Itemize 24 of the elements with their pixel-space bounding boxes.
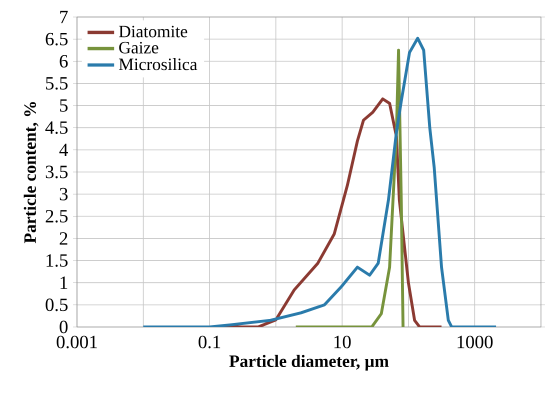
x-tick-label: 1000 [458,336,493,348]
y-tick-label: 1.5 [46,254,68,267]
y-tick-label: 1 [60,276,68,289]
y-tick-label: 4.5 [45,121,68,134]
y-tick-label: 5.5 [46,77,68,90]
y-tick-label: 2.5 [46,210,68,223]
y-tick-label: 0.5 [46,298,68,312]
x-tick-label: 10 [334,336,351,348]
y-tick-label: 2 [60,232,68,245]
y-tick-label: 0 [60,320,68,334]
x-axis-title: Particle diameter, µm [229,354,389,371]
legend-label: Diatomite [118,26,188,38]
x-tick-label: 0.001 [56,336,97,348]
y-tick-label: 6.5 [46,32,68,46]
y-tick-label: 4 [59,144,68,156]
y-tick-label: 7 [60,10,68,24]
legend-label: Gaize [119,42,158,54]
y-tick-label: 5 [60,99,68,112]
y-tick-label: 6 [60,55,68,68]
x-tick-label: 0.1 [198,336,220,348]
legend-label: Microsilica [118,58,198,70]
y-axis-title: Particle content, % [24,102,38,244]
y-tick-label: 3 [60,188,68,200]
y-tick-label: 3.5 [46,166,68,178]
